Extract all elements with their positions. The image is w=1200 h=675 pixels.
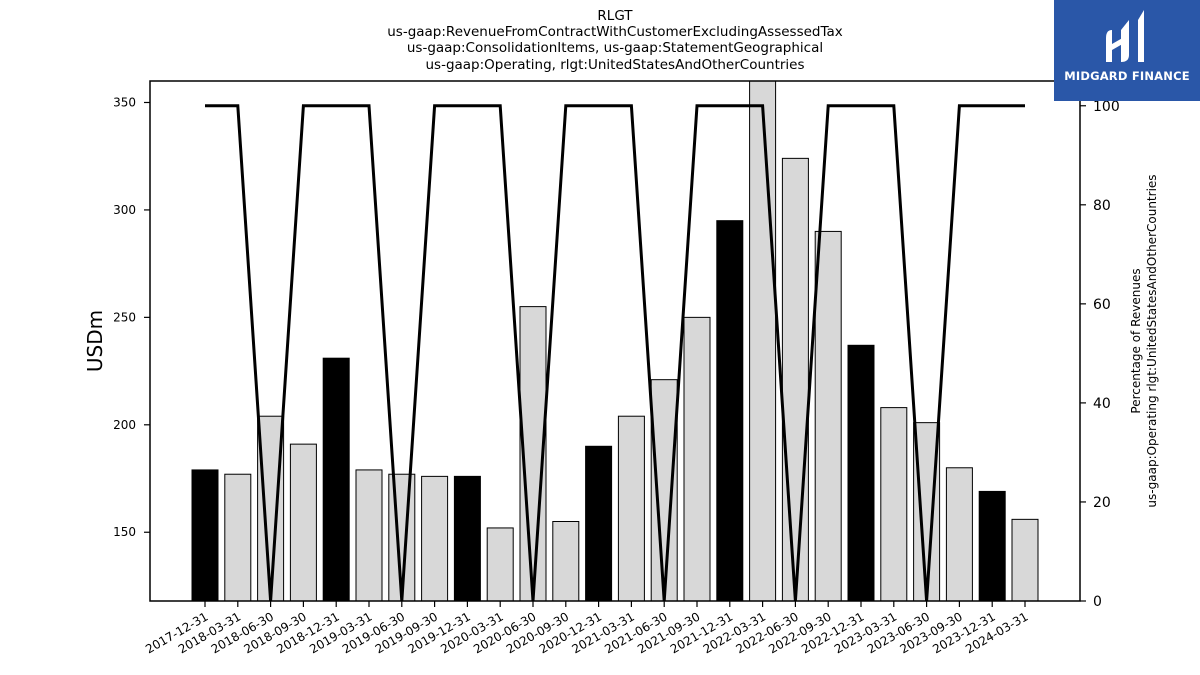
left-tick-label: 150 bbox=[113, 525, 136, 539]
right-axis-label-line-2: us-gaap:Operating rlgt:UnitedStatesAndOt… bbox=[1145, 174, 1159, 507]
bar-2018-03-31 bbox=[224, 473, 252, 602]
left-axis-label: USDm bbox=[83, 310, 107, 372]
logo-text: MIDGARD FINANCE bbox=[1064, 69, 1190, 83]
bar-2020-03-31 bbox=[486, 527, 514, 602]
x-axis-ticks: 2017-12-312018-03-312018-06-302018-09-30… bbox=[143, 601, 1031, 656]
left-tick-label: 200 bbox=[113, 418, 136, 432]
logo-mark-icon bbox=[1106, 10, 1144, 62]
right-tick-label: 80 bbox=[1093, 198, 1111, 214]
brand-logo: MIDGARD FINANCE bbox=[1054, 0, 1200, 101]
right-axis-ticks: 0 20 40 60 80 100 bbox=[1080, 99, 1120, 610]
bar-2017-12-31 bbox=[191, 469, 219, 602]
bar-2022-03-31 bbox=[749, 80, 777, 602]
bar-2020-09-30 bbox=[552, 520, 580, 602]
chart-title-line-3: us-gaap:ConsolidationItems, us-gaap:Stat… bbox=[407, 40, 823, 56]
chart-title-line-4: us-gaap:Operating, rlgt:UnitedStatesAndO… bbox=[425, 57, 804, 73]
bar-2020-12-31 bbox=[585, 445, 613, 602]
right-tick-label: 20 bbox=[1093, 495, 1111, 511]
bar-2023-09-30 bbox=[945, 467, 973, 602]
right-tick-label: 100 bbox=[1093, 99, 1120, 115]
bar-2018-06-30 bbox=[257, 415, 285, 602]
right-tick-label: 40 bbox=[1093, 396, 1111, 412]
bar-2019-03-31 bbox=[355, 469, 383, 602]
right-tick-label: 60 bbox=[1093, 297, 1111, 313]
bar-2021-12-31 bbox=[716, 220, 744, 602]
chart-title: RLGT us-gaap:RevenueFromContractWithCust… bbox=[387, 8, 843, 73]
bar-2021-09-30 bbox=[683, 316, 711, 602]
bar-2018-09-30 bbox=[289, 443, 317, 602]
bar-2022-09-30 bbox=[814, 230, 842, 602]
bar-2023-03-31 bbox=[880, 407, 908, 602]
bar-2021-06-30 bbox=[650, 379, 678, 602]
plot-frame bbox=[149, 80, 1081, 602]
bar-2024-03-31 bbox=[1011, 518, 1039, 602]
bar-2022-06-30 bbox=[781, 157, 809, 602]
chart-title-line-1: RLGT bbox=[597, 8, 633, 24]
bar-2019-12-31 bbox=[453, 475, 481, 602]
bar-2023-12-31 bbox=[978, 490, 1006, 602]
bar-2018-12-31 bbox=[322, 357, 350, 602]
right-tick-label: 0 bbox=[1093, 594, 1102, 610]
bars-group bbox=[191, 80, 1039, 602]
left-axis-ticks: 150 200 250 300 350 bbox=[113, 95, 150, 539]
left-tick-label: 250 bbox=[113, 310, 136, 324]
right-axis-label-line-1: Percentage of Revenues bbox=[1129, 268, 1143, 413]
percentage-line bbox=[205, 104, 1025, 602]
bar-2022-12-31 bbox=[847, 344, 875, 602]
left-tick-label: 300 bbox=[113, 203, 136, 217]
percentage-line-group bbox=[205, 104, 1025, 602]
chart-title-line-2: us-gaap:RevenueFromContractWithCustomerE… bbox=[387, 24, 843, 40]
left-tick-label: 350 bbox=[113, 95, 136, 109]
bar-2021-03-31 bbox=[617, 415, 645, 602]
bar-2019-09-30 bbox=[421, 475, 449, 602]
